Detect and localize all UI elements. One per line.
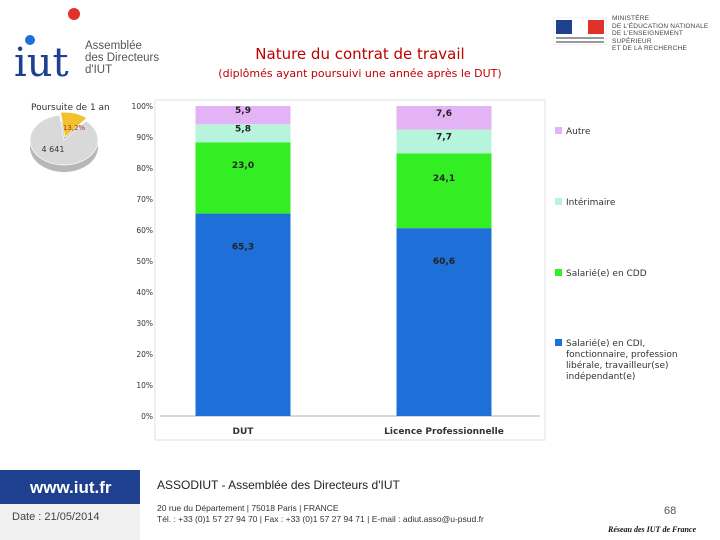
bar-segment — [396, 129, 492, 154]
logo-dot-red — [68, 8, 80, 20]
data-label: 5,9 — [235, 106, 251, 116]
data-label: 65,3 — [232, 243, 254, 253]
footer-banner — [0, 470, 140, 540]
assembly-line: des Directeurs — [85, 52, 160, 64]
page-title: Nature du contrat de travail — [255, 45, 465, 63]
ministry-line: ET DE LA RECHERCHE — [612, 45, 687, 52]
flag-red — [588, 20, 604, 34]
bar-segment — [396, 106, 492, 130]
iut-logo: iut — [14, 8, 80, 82]
pie-slice-highlight — [60, 111, 88, 138]
x-tick-label: Licence Professionnelle — [384, 427, 504, 437]
y-tick-label: 60% — [136, 226, 153, 235]
y-tick-label: 80% — [136, 164, 153, 173]
ministry-line: MINISTÈRE — [612, 15, 650, 22]
bar-segment — [195, 106, 291, 125]
assembly-line: d'IUT — [85, 64, 113, 76]
y-tick-label: 0% — [141, 412, 153, 421]
legend-label: indépendant(e) — [566, 371, 635, 382]
legend-label: Salarié(e) en CDI, — [566, 338, 645, 349]
bar-segment — [396, 228, 492, 416]
logo-text: iut — [14, 40, 69, 82]
org-name: ASSODIUT - Assemblée des Directeurs d'IU… — [157, 478, 400, 492]
bar-segment — [195, 142, 291, 214]
y-tick-label: 70% — [136, 195, 153, 204]
data-label: 23,0 — [232, 161, 254, 171]
pie-label: 13,2% — [63, 124, 86, 132]
page-number: 68 — [664, 505, 677, 517]
legend-swatch — [555, 198, 562, 205]
legend-swatch — [555, 127, 562, 134]
ministry-line: DE L'ÉDUCATION NATIONALE — [612, 22, 709, 30]
flag-blue — [556, 20, 572, 34]
data-label: 7,7 — [436, 132, 452, 142]
y-tick-label: 40% — [136, 288, 153, 297]
data-label: 5,8 — [235, 124, 251, 134]
address: 20 rue du Département | 75018 Paris | FR… — [157, 503, 339, 513]
y-tick-label: 30% — [136, 319, 153, 328]
ministry-logo — [553, 17, 607, 45]
data-label: 7,6 — [436, 109, 452, 119]
pie-title: Poursuite de 1 an — [31, 103, 110, 113]
website-link[interactable]: www.iut.fr — [30, 478, 112, 497]
logo-dot-blue — [25, 35, 35, 45]
data-label: 24,1 — [433, 174, 455, 184]
date-label: Date : 21/05/2014 — [12, 511, 100, 523]
ministry-name: MINISTÈRE DE L'ÉDUCATION NATIONALE DE L'… — [612, 15, 720, 53]
legend-label: Salarié(e) en CDD — [566, 268, 647, 279]
pie-label: 4 641 — [42, 145, 65, 154]
assembly-line: Assemblée — [85, 40, 142, 52]
legend-swatch — [555, 339, 562, 346]
bar-segment — [396, 153, 492, 229]
legend-label: fonctionnaire, profession — [566, 350, 678, 360]
data-label: 60,6 — [433, 257, 455, 267]
legend-label: Autre — [566, 127, 591, 137]
page-subtitle: (diplômés ayant poursuivi une année aprè… — [218, 67, 502, 80]
contract-chart: 0% 10% 20% 30% 40% 50% 60% 70% 80% 90% 100% 65,3 23,… — [29, 99, 678, 441]
network-name: Réseau des IUT de France — [608, 525, 696, 534]
pie-slice-main — [29, 114, 99, 166]
x-tick-label: DUT — [233, 427, 255, 437]
ministry-line: DE L'ENSEIGNEMENT SUPÉRIEUR — [612, 30, 683, 45]
bar-segment — [195, 124, 291, 143]
assembly-name: Assemblée des Directeurs d'IUT — [85, 40, 159, 76]
bar-segment — [195, 213, 291, 416]
legend-label: Intérimaire — [566, 197, 616, 208]
contact-info: Tél. : +33 (0)1 57 27 94 70 | Fax : +33 … — [157, 514, 484, 524]
legend-swatch — [555, 269, 562, 276]
y-tick-label: 20% — [136, 350, 153, 359]
flag-white — [572, 20, 588, 34]
y-tick-label: 90% — [136, 133, 153, 142]
y-tick-label: 10% — [136, 381, 153, 390]
y-tick-label: 100% — [132, 102, 153, 111]
y-tick-label: 50% — [136, 257, 153, 266]
legend-label: libérale, travailleur(se) — [566, 360, 669, 371]
